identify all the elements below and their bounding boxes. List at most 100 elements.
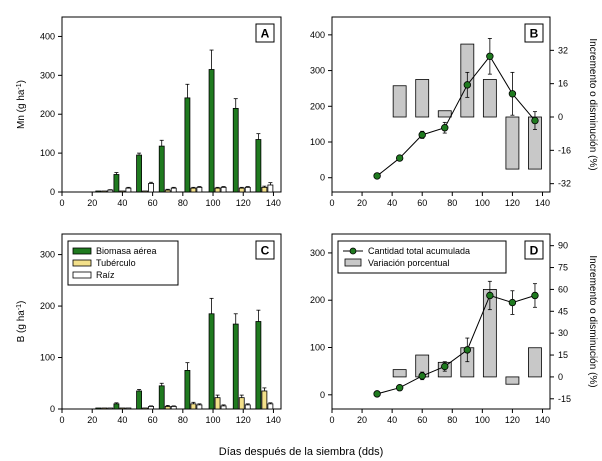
bar <box>190 403 197 410</box>
y2-tick-label: 60 <box>558 284 568 294</box>
panel-letter-box <box>524 23 544 43</box>
data-point <box>486 52 494 60</box>
bar <box>158 385 165 410</box>
x-tick-label: 20 <box>87 198 97 208</box>
data-point <box>508 298 517 307</box>
legend-label: Cantidad total acumulada <box>368 246 470 256</box>
legend-label: Raíz <box>96 270 115 280</box>
data-point <box>463 346 472 354</box>
bar <box>164 406 171 410</box>
bar <box>125 187 132 193</box>
x-tick-label: 120 <box>236 198 251 208</box>
panel-letter: B <box>530 27 539 41</box>
percent-bar <box>392 85 407 118</box>
y2-tick-label: 16 <box>558 79 568 89</box>
bar <box>208 69 215 193</box>
y-tick-label: 200 <box>310 295 325 305</box>
y2-tick-label: -16 <box>558 145 571 155</box>
x-tick-label: 140 <box>535 198 550 208</box>
x-tick-label: 80 <box>447 415 457 425</box>
data-point <box>463 81 472 89</box>
x-tick-label: 0 <box>59 415 64 425</box>
data-point <box>418 372 426 380</box>
legend-swatch <box>72 247 92 255</box>
y-tick-label: 100 <box>40 353 55 363</box>
y-tick-label: 0 <box>320 173 325 183</box>
bar <box>148 183 154 193</box>
legend-swatch <box>72 271 92 279</box>
y2-axis-label: Incremento o disminución (%) <box>587 255 598 387</box>
y-tick-label: 300 <box>310 248 325 258</box>
legend-box <box>337 240 507 274</box>
panel-letter-box <box>524 240 544 260</box>
panel-b: 0 20 40 60 80 100 120 140 0 100 200 300 400 B -32 -16 0 1… <box>310 16 598 208</box>
y2-tick-label: 45 <box>558 306 568 316</box>
bar <box>267 184 274 193</box>
y-tick-label: 0 <box>50 404 55 414</box>
bar <box>214 397 221 410</box>
bar <box>214 187 221 193</box>
plot-frame <box>331 16 551 193</box>
percent-bar <box>528 347 542 378</box>
x-tick-label: 100 <box>475 198 490 208</box>
y-tick-label: 0 <box>50 187 55 197</box>
bar <box>196 186 203 193</box>
bar <box>136 154 142 193</box>
data-point <box>486 291 494 300</box>
percent-bar <box>482 79 497 118</box>
bar <box>101 190 108 193</box>
data-point <box>373 390 381 398</box>
bar <box>107 407 114 410</box>
x-tick-label: 100 <box>206 198 221 208</box>
y2-tick-label: 75 <box>558 263 568 273</box>
legend-label: Tubérculo <box>96 258 136 268</box>
bar <box>136 390 142 410</box>
bar <box>255 139 262 193</box>
percent-bar <box>437 110 452 118</box>
panel-c: 0 20 40 60 80 100 120 140 0 100 200 300 C B (g ha-1) B… <box>16 233 282 425</box>
data-point <box>441 124 449 132</box>
bar <box>238 187 245 193</box>
y-tick-label: 0 <box>320 390 325 400</box>
bar <box>113 174 120 193</box>
y-tick-label: 300 <box>40 250 55 260</box>
panel-d: 0 20 40 60 80 100 120 140 0 100 200 300 D -15 0 15 30 45 6… <box>310 233 598 425</box>
y-tick-label: 400 <box>310 30 325 40</box>
bar <box>101 407 108 410</box>
bar <box>107 189 114 193</box>
bar <box>232 107 239 193</box>
legend-marker-swatch <box>349 247 357 255</box>
x-tick-label: 20 <box>87 415 97 425</box>
data-point <box>418 131 426 139</box>
bar <box>95 190 102 193</box>
bar <box>244 186 251 193</box>
bar <box>208 313 215 410</box>
y-tick-label: 200 <box>40 109 55 119</box>
legend-label: Variación porcentual <box>368 258 449 268</box>
y-tick-label: 300 <box>40 70 55 80</box>
x-tick-label: 40 <box>117 198 127 208</box>
legend-label: Biomasa aérea <box>96 246 157 256</box>
x-tick-label: 140 <box>535 415 550 425</box>
bar <box>232 323 239 410</box>
data-point <box>531 291 539 300</box>
x-tick-label: 60 <box>417 415 427 425</box>
x-tick-label: 120 <box>505 415 520 425</box>
x-tick-label: 20 <box>357 198 367 208</box>
x-tick-label: 40 <box>387 198 397 208</box>
bar <box>184 97 191 193</box>
panel-letter: D <box>530 244 539 258</box>
y2-tick-label: -15 <box>558 394 571 404</box>
percent-bar <box>505 116 520 170</box>
x-tick-label: 20 <box>357 415 367 425</box>
panel-letter: A <box>261 27 270 41</box>
bar <box>255 321 262 410</box>
bar <box>267 403 274 410</box>
bar <box>125 407 132 410</box>
data-point <box>531 116 539 125</box>
percent-bar <box>415 79 430 118</box>
y-tick-label: 100 <box>40 148 55 158</box>
x-tick-label: 80 <box>447 198 457 208</box>
y2-tick-label: 30 <box>558 328 568 338</box>
